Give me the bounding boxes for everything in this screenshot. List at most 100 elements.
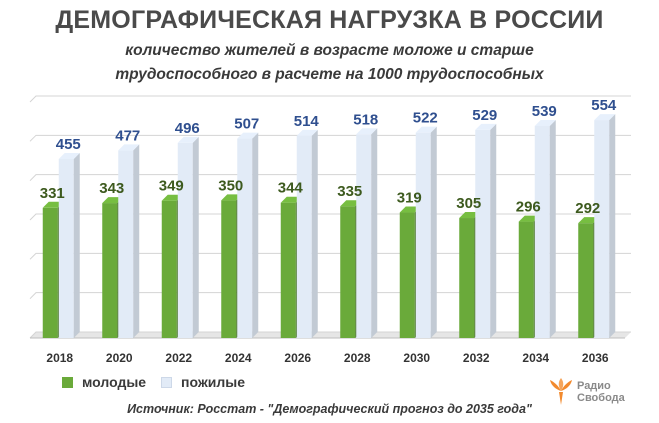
bar-side-old-2036 xyxy=(609,114,616,339)
data-label-young-2030: 319 xyxy=(397,190,422,207)
bar-front-old-2036 xyxy=(594,120,610,339)
logo-line1: Радио xyxy=(577,380,611,392)
bar-side-old-2032 xyxy=(490,123,497,338)
x-tick-2026: 2026 xyxy=(284,351,311,365)
data-label-young-2028: 335 xyxy=(337,183,362,200)
bar-top-young-2018 xyxy=(42,201,64,208)
data-label-young-2036: 292 xyxy=(575,200,600,217)
radio-svoboda-logo: Радио Свобода xyxy=(548,378,625,406)
chart-title: ДЕМОГРАФИЧЕСКАЯ НАГРУЗКА В РОССИИ xyxy=(55,6,604,34)
bar-front-young-2024 xyxy=(221,200,237,338)
bars xyxy=(42,114,616,339)
bar-front-old-2032 xyxy=(475,129,491,338)
bar-top-old-2032 xyxy=(475,123,497,130)
bar-side-old-2026 xyxy=(311,129,318,338)
bar-old-2022 xyxy=(177,136,199,338)
bar-side-old-2034 xyxy=(549,119,556,338)
x-tick-2036: 2036 xyxy=(582,351,609,365)
bar-front-young-2026 xyxy=(280,202,296,338)
bar-top-young-2024 xyxy=(221,194,243,201)
legend-label-old: пожилые xyxy=(181,374,245,390)
legend-item-young: молодые xyxy=(62,374,146,390)
gridline xyxy=(29,95,631,103)
bar-front-old-2024 xyxy=(237,138,253,338)
bar-top-old-2028 xyxy=(356,128,378,135)
bar-top-young-2030 xyxy=(399,206,421,213)
data-label-old-2028: 518 xyxy=(353,111,378,128)
bar-old-2024 xyxy=(237,132,259,338)
chart-subtitle-line2: трудоспособного в расчете на 1000 трудос… xyxy=(115,66,544,83)
source-note: Источник: Росстат - "Демографический про… xyxy=(127,402,532,416)
x-tick-2024: 2024 xyxy=(225,351,252,365)
x-tick-2034: 2034 xyxy=(522,351,549,365)
bar-top-old-2036 xyxy=(594,114,616,121)
bar-top-young-2022 xyxy=(161,194,183,201)
bar-top-young-2020 xyxy=(102,197,124,204)
radio-svoboda-logo-icon xyxy=(550,378,572,405)
bar-front-young-2034 xyxy=(518,221,534,338)
bar-front-young-2020 xyxy=(102,203,118,338)
bar-front-young-2032 xyxy=(459,218,475,338)
x-tick-2032: 2032 xyxy=(463,351,490,365)
bar-side-old-2020 xyxy=(133,144,140,338)
bar-front-young-2022 xyxy=(161,200,177,338)
data-label-old-2020: 477 xyxy=(115,127,140,144)
data-label-young-2024: 350 xyxy=(218,177,243,194)
x-tick-2022: 2022 xyxy=(165,351,192,365)
legend-item-old: пожилые xyxy=(161,374,245,390)
x-tick-2018: 2018 xyxy=(46,351,73,365)
bar-top-young-2028 xyxy=(340,200,362,207)
data-label-old-2034: 539 xyxy=(532,103,557,120)
legend-label-young: молодые xyxy=(82,374,147,390)
bar-side-old-2018 xyxy=(73,153,80,338)
chart-subtitle-line1: количество жителей в возрасте моложе и с… xyxy=(125,42,534,59)
bar-old-2036 xyxy=(594,114,616,339)
bar-top-old-2018 xyxy=(58,153,80,160)
bar-old-2018 xyxy=(58,153,80,338)
bar-old-2030 xyxy=(415,126,437,339)
x-tick-labels: 2018 2020 2022 2024 2026 2028 2030 2032 2034 2036 xyxy=(46,351,609,365)
data-label-old-2030: 522 xyxy=(413,110,438,127)
bar-front-old-2030 xyxy=(415,132,431,338)
bar-old-2020 xyxy=(118,144,140,338)
bar-front-old-2020 xyxy=(118,150,134,338)
bar-side-old-2028 xyxy=(371,128,378,338)
x-tick-2028: 2028 xyxy=(344,351,371,365)
data-label-young-2018: 331 xyxy=(40,185,65,202)
bar-front-old-2022 xyxy=(177,142,193,338)
bar-front-old-2018 xyxy=(58,159,74,338)
bar-top-old-2030 xyxy=(415,126,437,133)
bar-old-2026 xyxy=(296,129,318,338)
data-label-young-2022: 349 xyxy=(159,178,184,195)
data-label-old-2032: 529 xyxy=(472,107,497,124)
bar-front-old-2028 xyxy=(356,134,372,338)
bar-top-old-2020 xyxy=(118,144,140,151)
data-label-young-2020: 343 xyxy=(99,180,124,197)
bar-top-old-2024 xyxy=(237,132,259,139)
data-label-young-2034: 296 xyxy=(516,199,541,216)
bar-front-young-2036 xyxy=(578,223,594,338)
bar-top-old-2022 xyxy=(177,136,199,143)
bar-old-2028 xyxy=(356,128,378,338)
data-label-young-2026: 344 xyxy=(278,180,304,197)
bar-top-young-2034 xyxy=(518,215,540,222)
bar-front-old-2026 xyxy=(296,135,312,338)
bar-old-2034 xyxy=(534,119,556,338)
x-tick-2030: 2030 xyxy=(403,351,430,365)
bar-front-old-2034 xyxy=(534,125,550,338)
bar-side-old-2022 xyxy=(192,136,199,338)
data-labels: 331 455 343 477 349 496 350 507 344 514 335 518 319 5… xyxy=(40,97,617,217)
data-label-old-2018: 455 xyxy=(56,136,81,153)
data-label-old-2026: 514 xyxy=(294,113,320,130)
x-tick-2020: 2020 xyxy=(106,351,133,365)
data-label-old-2022: 496 xyxy=(175,120,200,137)
logo-line2: Свобода xyxy=(577,392,625,404)
bar-front-young-2030 xyxy=(399,212,415,338)
bar-top-young-2026 xyxy=(280,196,302,203)
data-label-young-2032: 305 xyxy=(456,195,481,212)
data-label-old-2036: 554 xyxy=(591,97,617,114)
bar-front-young-2028 xyxy=(340,206,356,338)
data-label-old-2024: 507 xyxy=(234,116,259,133)
bar-top-old-2034 xyxy=(534,119,556,126)
